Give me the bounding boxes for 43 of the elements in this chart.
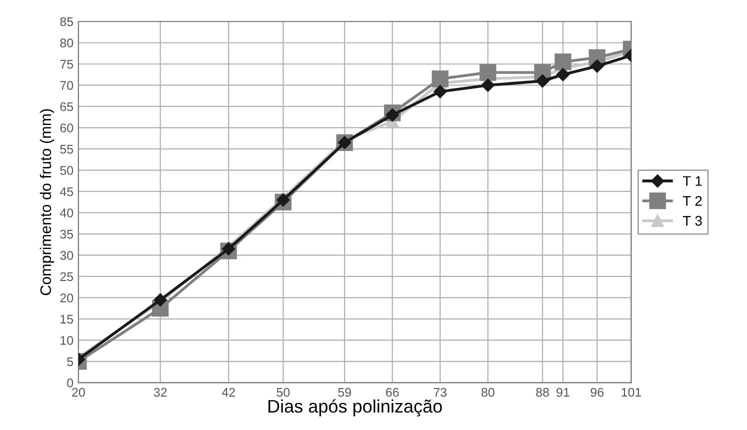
y-tick-label: 65 [60,102,74,112]
x-tick-label: 42 [222,388,235,397]
y-tick-label: 10 [60,336,74,345]
x-tick-label: 50 [276,388,290,397]
point [590,60,604,73]
x-axis-title: Dias após polinização [268,399,442,416]
x-tick-label: 91 [556,388,570,397]
point [386,108,399,122]
x-tick-label: 32 [154,388,167,397]
y-tick-label: 35 [60,230,74,239]
point [536,74,550,88]
y-tick-label: 45 [60,187,74,196]
y-tick-label: 25 [60,272,74,282]
y-tick-label: 5 [67,357,74,366]
y-tick-label: 75 [60,60,74,69]
y-tick-label: 20 [60,294,74,302]
y-tick-label: 30 [60,251,74,260]
y-tick-label: 40 [60,208,74,218]
point [554,54,572,70]
x-tick-label: 73 [434,388,447,397]
point [480,64,496,81]
x-tick-label: 88 [536,388,549,397]
legend-label: T 2 [682,196,702,206]
x-tick-label: 80 [481,388,494,397]
point [556,68,570,82]
y-tick-label: 60 [60,124,74,132]
point [276,193,290,207]
x-tick-label: 101 [622,388,642,397]
y-tick-label: 15 [60,314,74,324]
x-tick-label: 59 [338,388,351,397]
x-tick-label: 96 [590,388,604,397]
y-tick-label: 85 [60,17,74,26]
legend-label: T 1 [682,176,702,186]
x-tick-label: 66 [386,388,399,397]
y-tick-label: 80 [60,38,74,48]
legend-label: T 3 [682,216,702,226]
y-tick-label: 0 [67,378,74,388]
y-tick-label: 70 [60,81,74,90]
y-tick-label: 50 [60,166,74,175]
y-axis-title: Comprimento do fruto (mm) [40,109,54,296]
point [481,78,494,92]
point [222,242,236,256]
y-tick-label: 55 [60,144,74,154]
